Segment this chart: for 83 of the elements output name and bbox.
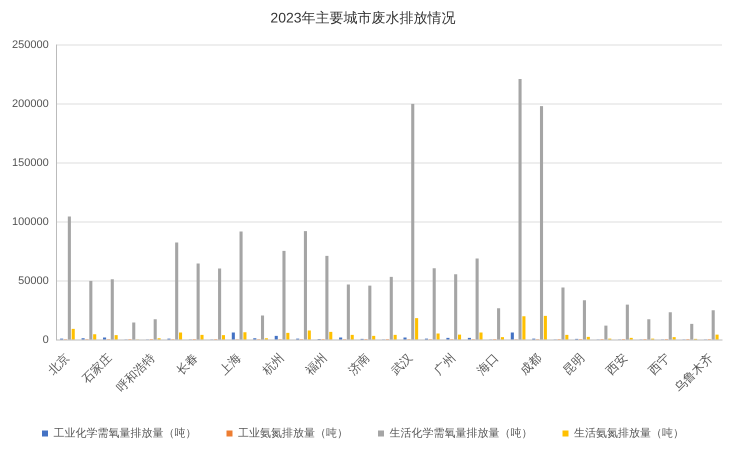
x-tick-label: 长春 bbox=[174, 350, 201, 378]
bar bbox=[540, 106, 544, 340]
bar bbox=[304, 231, 307, 340]
bar bbox=[454, 274, 458, 340]
bar bbox=[218, 268, 222, 340]
bar bbox=[411, 104, 414, 340]
chart-title: 2023年主要城市废水排放情况 bbox=[270, 9, 456, 26]
bar bbox=[716, 334, 719, 340]
bar bbox=[544, 316, 547, 340]
bar bbox=[175, 242, 178, 340]
bar bbox=[308, 330, 311, 340]
x-tick-label: 成都 bbox=[517, 350, 544, 378]
bar bbox=[243, 332, 246, 340]
y-tick-label: 150000 bbox=[12, 156, 49, 169]
bar bbox=[458, 334, 462, 340]
x-tick-label: 济南 bbox=[345, 350, 372, 378]
x-tick-label: 杭州 bbox=[258, 350, 287, 378]
bar bbox=[510, 332, 514, 340]
bar bbox=[415, 318, 418, 340]
bar bbox=[372, 336, 376, 340]
bar bbox=[196, 264, 200, 340]
bar bbox=[346, 284, 350, 340]
x-tick-label: 上海 bbox=[216, 350, 244, 378]
bar bbox=[582, 300, 586, 340]
bar bbox=[690, 324, 694, 340]
x-tick-label: 乌鲁木齐 bbox=[672, 350, 716, 394]
x-tick-label: 西安 bbox=[603, 350, 630, 378]
bar bbox=[114, 335, 118, 340]
bar bbox=[282, 250, 286, 340]
bar bbox=[132, 322, 136, 340]
x-tick-label: 昆明 bbox=[560, 350, 587, 378]
bar bbox=[325, 256, 328, 340]
bar bbox=[394, 334, 397, 340]
x-tick-label: 福州 bbox=[302, 350, 330, 378]
y-tick-label: 100000 bbox=[12, 216, 49, 228]
bar bbox=[240, 232, 243, 340]
bar bbox=[286, 332, 290, 340]
bar bbox=[110, 279, 114, 340]
bar bbox=[518, 79, 522, 340]
bar bbox=[497, 308, 500, 340]
bar bbox=[350, 334, 354, 340]
bar bbox=[368, 286, 372, 340]
bar bbox=[93, 334, 96, 340]
bar bbox=[178, 332, 182, 340]
bar bbox=[72, 328, 75, 340]
bar bbox=[232, 332, 235, 340]
x-tick-label: 广州 bbox=[431, 350, 458, 378]
bar bbox=[479, 332, 483, 340]
legend-label: 工业化学需氧量排放量（吨） bbox=[54, 426, 196, 440]
bar bbox=[626, 304, 629, 340]
bar bbox=[432, 268, 436, 340]
bar bbox=[436, 334, 440, 340]
x-tick-label: 北京 bbox=[45, 350, 72, 378]
bar bbox=[647, 319, 650, 340]
y-tick-label: 200000 bbox=[12, 98, 49, 110]
x-tick-label: 海口 bbox=[474, 350, 502, 378]
bar bbox=[274, 336, 278, 340]
bar bbox=[200, 334, 204, 340]
bar bbox=[604, 326, 608, 340]
bar bbox=[565, 334, 568, 340]
legend-label: 工业氨氮排放量（吨） bbox=[238, 426, 348, 440]
x-tick-label: 石家庄 bbox=[79, 350, 115, 386]
legend-label: 生活氨氮排放量（吨） bbox=[574, 426, 684, 440]
bar bbox=[329, 332, 332, 340]
y-tick-label: 50000 bbox=[18, 274, 49, 287]
bar bbox=[154, 319, 157, 340]
bar bbox=[68, 216, 71, 340]
x-tick-label: 武汉 bbox=[388, 350, 416, 378]
bar bbox=[390, 276, 393, 340]
bar bbox=[561, 287, 565, 340]
y-tick-label: 0 bbox=[42, 334, 49, 346]
x-tick-label: 西宁 bbox=[646, 350, 673, 378]
legend-label: 生活化学需氧量排放量（吨） bbox=[390, 426, 532, 440]
bar bbox=[260, 316, 264, 340]
bar bbox=[522, 316, 526, 340]
y-tick-label: 250000 bbox=[12, 38, 49, 51]
bar bbox=[712, 310, 715, 340]
x-tick-label: 呼和浩特 bbox=[114, 350, 158, 394]
bar bbox=[222, 335, 226, 340]
bar bbox=[586, 336, 590, 340]
bar bbox=[668, 312, 672, 340]
bar bbox=[89, 280, 92, 340]
bar bbox=[476, 258, 479, 340]
